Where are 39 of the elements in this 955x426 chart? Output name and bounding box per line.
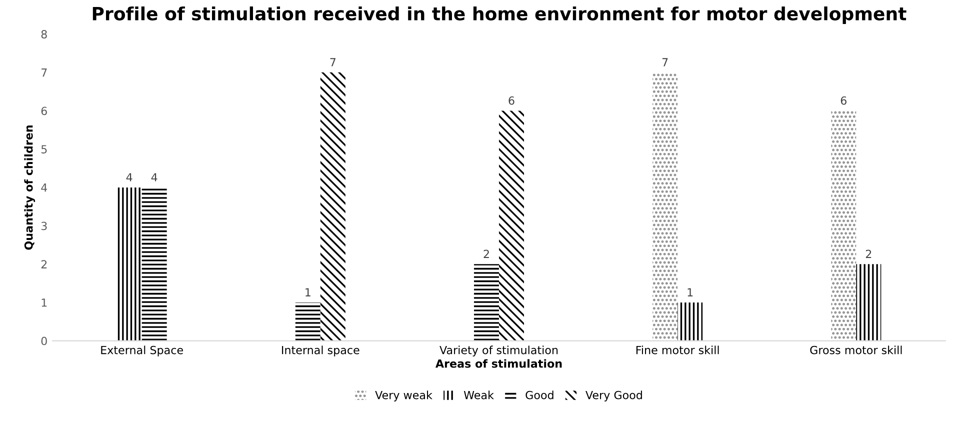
data-label: 2 (484, 250, 489, 258)
bar (295, 302, 320, 341)
y-tick-label: 8 (41, 30, 47, 38)
x-axis-title: Areas of stimulation (435, 359, 562, 368)
data-label: 6 (840, 96, 846, 105)
bar (652, 72, 678, 341)
x-tick-label: External Space (101, 346, 183, 356)
data-label: 2 (866, 250, 872, 258)
chart-title: Profile of stimulation received in the home environment for motor development (92, 6, 906, 24)
y-tick-label: 3 (41, 222, 47, 230)
x-tick-label: Internal space (282, 346, 360, 356)
bar (831, 110, 856, 341)
legend-label: Good (526, 390, 554, 400)
legend-label: Very weak (375, 390, 432, 402)
legend-label: Weak (464, 390, 494, 400)
y-tick-label: 6 (41, 106, 47, 116)
data-label: 7 (662, 58, 668, 66)
x-tick-label: Variety of stimulation (440, 346, 558, 356)
bar (678, 302, 703, 341)
data-label: 1 (306, 288, 310, 296)
y-tick-label: 1 (42, 298, 47, 307)
x-tick-label: Fine motor skill (636, 346, 719, 354)
bar (474, 264, 499, 341)
bar (856, 264, 882, 341)
data-label: 7 (330, 58, 336, 66)
x-tick-label: Gross motor skill (810, 346, 902, 354)
bar (320, 72, 346, 341)
data-label: 6 (508, 96, 514, 105)
y-tick-label: 7 (42, 68, 47, 77)
legend-label: Very Good (586, 390, 642, 402)
y-tick-label: 4 (41, 184, 48, 192)
y-tick-label: 5 (41, 145, 47, 154)
data-label: 1 (688, 288, 693, 296)
data-label: 4 (126, 173, 132, 182)
data-label: 4 (151, 173, 158, 182)
y-axis-title: Quantity of children (24, 125, 36, 250)
bar (498, 110, 524, 341)
y-tick-label: 0 (41, 336, 47, 346)
y-tick-label: 2 (41, 260, 47, 268)
